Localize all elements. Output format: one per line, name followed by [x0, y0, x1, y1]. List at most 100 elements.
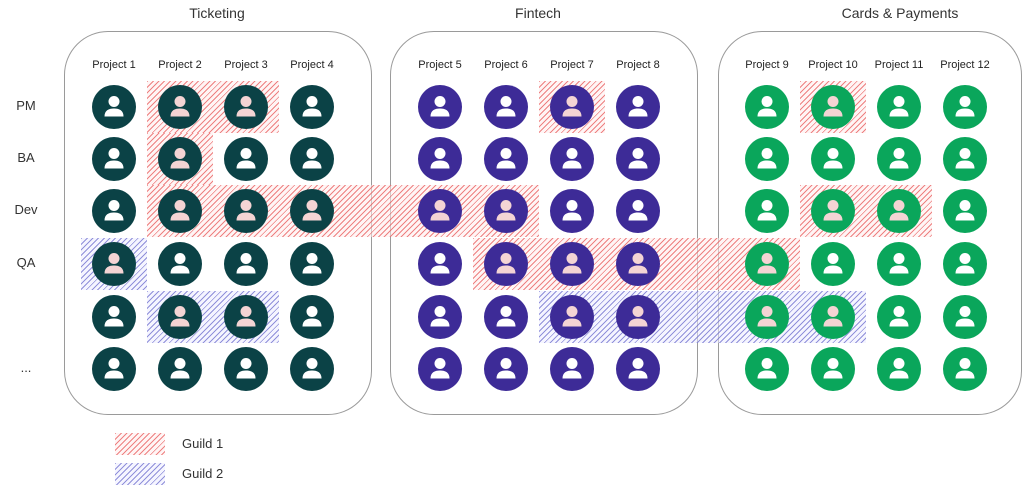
- person-icon: [158, 347, 202, 391]
- person-icon: [224, 137, 268, 181]
- project-label: Project 4: [290, 59, 334, 71]
- avatar: [745, 137, 789, 181]
- avatar: [877, 189, 921, 233]
- person-icon: [418, 347, 462, 391]
- person-icon: [877, 295, 921, 339]
- avatar: [158, 242, 202, 286]
- avatar: [877, 85, 921, 129]
- avatar: [224, 347, 268, 391]
- person-icon: [418, 189, 462, 233]
- person-icon: [811, 85, 855, 129]
- person-icon: [877, 85, 921, 129]
- role-label: BA: [17, 150, 35, 165]
- avatar: [290, 189, 334, 233]
- person-icon: [745, 137, 789, 181]
- person-icon: [943, 137, 987, 181]
- person-icon: [92, 295, 136, 339]
- person-icon: [943, 295, 987, 339]
- person-icon: [290, 347, 334, 391]
- avatar: [550, 189, 594, 233]
- person-icon: [290, 85, 334, 129]
- person-icon: [418, 242, 462, 286]
- person-icon: [158, 137, 202, 181]
- avatar: [484, 189, 528, 233]
- person-icon: [158, 189, 202, 233]
- avatar: [943, 85, 987, 129]
- avatar: [616, 137, 660, 181]
- person-icon: [943, 347, 987, 391]
- avatar: [418, 295, 462, 339]
- avatar: [418, 137, 462, 181]
- avatar: [616, 85, 660, 129]
- person-icon: [745, 347, 789, 391]
- avatar: [158, 85, 202, 129]
- person-icon: [616, 347, 660, 391]
- person-icon: [484, 295, 528, 339]
- avatar: [616, 242, 660, 286]
- role-label: QA: [16, 255, 36, 270]
- project-label: Project 9: [745, 59, 789, 71]
- person-icon: [811, 242, 855, 286]
- avatar: [92, 137, 136, 181]
- avatar: [616, 295, 660, 339]
- avatar: [484, 295, 528, 339]
- person-icon: [616, 189, 660, 233]
- person-icon: [877, 189, 921, 233]
- avatar: [943, 242, 987, 286]
- avatar: [811, 242, 855, 286]
- person-icon: [484, 137, 528, 181]
- person-icon: [943, 242, 987, 286]
- avatar: [550, 137, 594, 181]
- avatar: [418, 189, 462, 233]
- avatar: [877, 295, 921, 339]
- avatar: [745, 242, 789, 286]
- person-icon: [484, 85, 528, 129]
- avatar: [550, 295, 594, 339]
- person-icon: [550, 137, 594, 181]
- person-icon: [224, 189, 268, 233]
- avatar: [418, 347, 462, 391]
- person-icon: [616, 85, 660, 129]
- person-icon: [943, 189, 987, 233]
- person-icon: [484, 242, 528, 286]
- person-icon: [224, 347, 268, 391]
- person-icon: [745, 295, 789, 339]
- avatar: [745, 295, 789, 339]
- avatar: [158, 295, 202, 339]
- person-icon: [92, 85, 136, 129]
- role-label: Dev: [14, 202, 38, 217]
- avatar: [811, 295, 855, 339]
- person-icon: [224, 85, 268, 129]
- project-label: Project 3: [224, 59, 268, 71]
- legend-swatch: [115, 433, 165, 455]
- group-title: Ticketing: [189, 5, 245, 21]
- avatar: [92, 242, 136, 286]
- project-label: Project 12: [940, 59, 990, 71]
- avatar: [484, 242, 528, 286]
- avatar: [418, 242, 462, 286]
- person-icon: [92, 189, 136, 233]
- person-icon: [616, 242, 660, 286]
- avatar: [290, 85, 334, 129]
- avatar: [877, 242, 921, 286]
- avatar: [811, 85, 855, 129]
- person-icon: [484, 347, 528, 391]
- avatar: [158, 347, 202, 391]
- person-icon: [418, 295, 462, 339]
- group-title: Fintech: [515, 5, 561, 21]
- avatar: [290, 347, 334, 391]
- avatar: [943, 295, 987, 339]
- person-icon: [290, 242, 334, 286]
- avatar: [943, 347, 987, 391]
- person-icon: [92, 137, 136, 181]
- project-label: Project 8: [616, 59, 660, 71]
- legend-swatch: [115, 463, 165, 485]
- avatar: [92, 85, 136, 129]
- avatar: [616, 347, 660, 391]
- avatar: [484, 137, 528, 181]
- avatar: [616, 189, 660, 233]
- person-icon: [550, 347, 594, 391]
- person-icon: [158, 295, 202, 339]
- person-icon: [811, 137, 855, 181]
- person-icon: [745, 85, 789, 129]
